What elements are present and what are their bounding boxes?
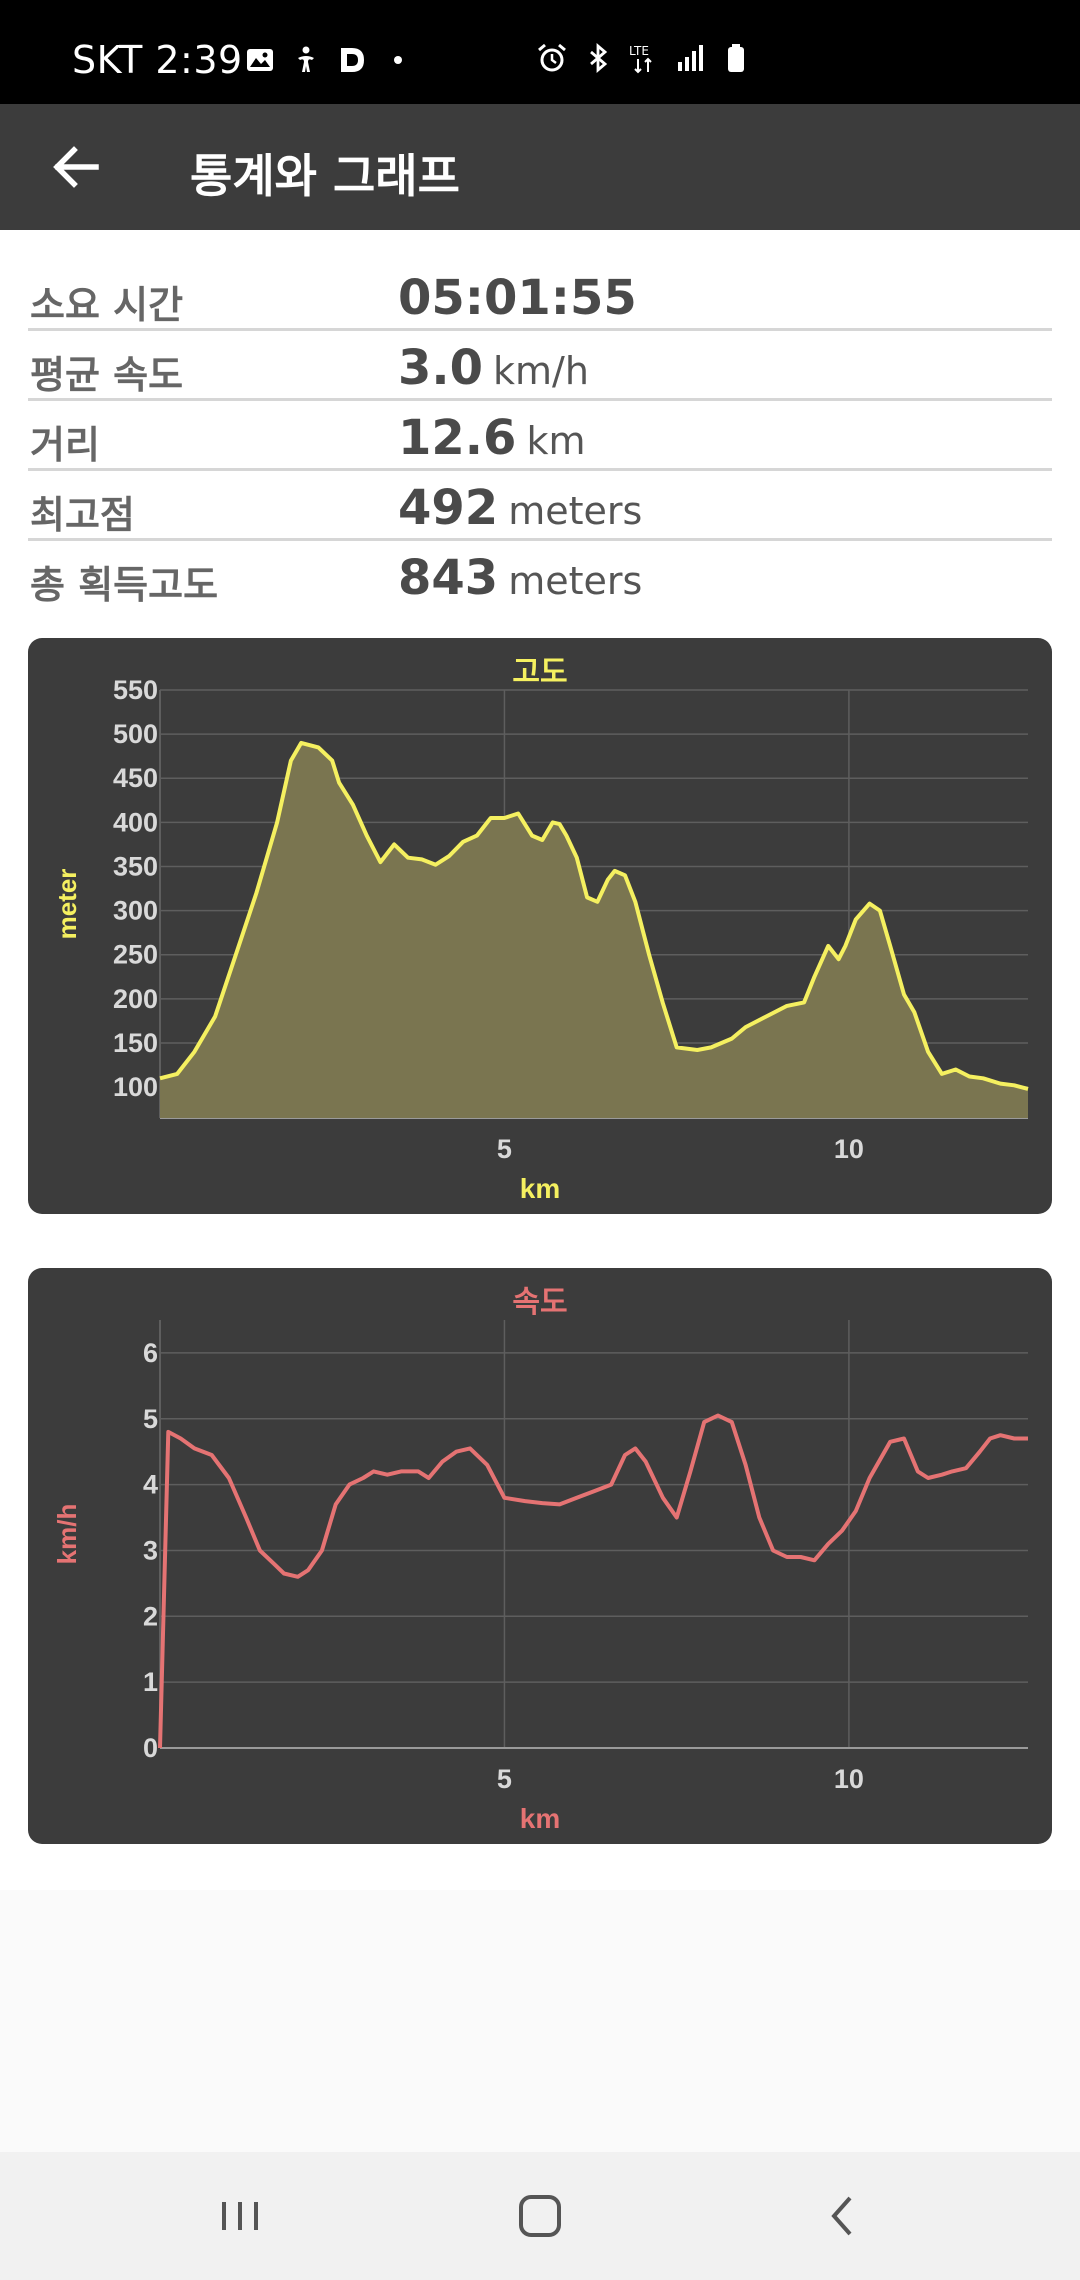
y-tick-label: 550: [113, 675, 158, 705]
stat-row-distance: 거리 12.6 km: [28, 398, 1052, 471]
elevation-chart-card: 100 150 200 250 300 350 400 450 500 550 5 10 고도 km met…: [28, 638, 1052, 1214]
y-tick-label: 6: [143, 1338, 158, 1368]
y-tick-label: 1: [143, 1667, 158, 1697]
y-tick-label: 350: [113, 851, 158, 881]
dot-icon: [382, 44, 414, 76]
chart-title: 속도: [512, 1285, 567, 1320]
arrow-left-icon: [53, 146, 99, 188]
series-line: [158, 1413, 1028, 1749]
stat-unit: meters: [508, 489, 643, 533]
recent-apps-button[interactable]: [212, 2188, 268, 2244]
home-button[interactable]: [512, 2188, 568, 2244]
speed-chart-card: 0 1 2 3 4 5 6 5 10 속도 km km/h: [28, 1268, 1052, 1844]
bluetooth-icon: [582, 42, 614, 74]
status-time: SKT 2:39: [72, 38, 243, 82]
back-nav-icon: [831, 2196, 852, 2236]
lte-icon: LTE: [628, 42, 660, 74]
stat-unit: km/h: [493, 349, 589, 393]
signal-icon: [674, 42, 706, 74]
y-axis-label: meter: [52, 869, 82, 940]
stat-row-avg-speed: 평균 속도 3.0 km/h: [28, 328, 1052, 401]
navigation-bar: [0, 2152, 1080, 2280]
y-tick-label: 400: [113, 807, 158, 837]
gallery-icon: [244, 44, 276, 76]
stat-label: 거리: [30, 423, 100, 467]
d-app-icon: [336, 44, 368, 76]
svg-text:LTE: LTE: [629, 44, 649, 58]
stat-number: 12.6: [398, 410, 517, 466]
y-tick-label: 300: [113, 896, 158, 926]
stat-row-max-elevation: 최고점 492 meters: [28, 468, 1052, 541]
y-tick-label: 2: [143, 1601, 158, 1631]
stats-content: 소요 시간 05:01:55 평균 속도 3.0 km/h 거리 12.6 km 최…: [0, 230, 1080, 1890]
y-tick-label: 450: [113, 763, 158, 793]
y-tick-label: 500: [113, 719, 158, 749]
x-axis-label: km: [520, 1803, 560, 1834]
stat-label: 총 획득고도: [30, 563, 219, 607]
stat-label: 최고점: [30, 493, 135, 537]
home-icon: [519, 2195, 561, 2237]
series-line: [159, 740, 1029, 1091]
stat-number: 3.0: [398, 340, 484, 396]
app-bar: 통계와 그래프: [0, 104, 1080, 230]
stat-value: 843 meters: [398, 550, 642, 606]
y-axis-label: km/h: [52, 1504, 82, 1565]
series-area: [160, 742, 1028, 1118]
alarm-icon: [536, 42, 568, 74]
chart-title: 고도: [512, 655, 567, 690]
stat-label: 소요 시간: [30, 283, 184, 327]
y-tick-label: 0: [143, 1733, 158, 1763]
y-tick-label: 3: [143, 1535, 158, 1565]
x-tick-label: 5: [497, 1134, 512, 1164]
status-bar: SKT 2:39 LTE: [0, 0, 1080, 104]
stat-value: 05:01:55: [398, 270, 637, 326]
y-tick-label: 200: [113, 984, 158, 1014]
x-tick-label: 10: [834, 1134, 864, 1164]
back-button[interactable]: [44, 134, 110, 200]
speed-chart: 0 1 2 3 4 5 6 5 10 속도 km km/h: [52, 1285, 1028, 1834]
stat-row-duration: 소요 시간 05:01:55: [28, 258, 1052, 331]
stat-value: 492 meters: [398, 480, 642, 536]
recent-apps-icon: [222, 2202, 258, 2230]
x-tick-label: 5: [497, 1764, 512, 1794]
x-tick-label: 10: [834, 1764, 864, 1794]
stat-label: 평균 속도: [30, 353, 184, 397]
stat-number: 492: [398, 480, 499, 536]
y-tick-label: 250: [113, 940, 158, 970]
elevation-chart: 100 150 200 250 300 350 400 450 500 550 5 10 고도 km met…: [52, 655, 1029, 1204]
y-tick-label: 4: [143, 1470, 158, 1500]
stat-number: 05:01:55: [398, 270, 637, 326]
battery-icon: [720, 42, 752, 74]
stat-number: 843: [398, 550, 499, 606]
y-tick-label: 150: [113, 1028, 158, 1058]
page-title: 통계와 그래프: [190, 149, 460, 203]
stat-value: 12.6 km: [398, 410, 585, 466]
y-tick-label: 100: [113, 1072, 158, 1102]
accessibility-icon: [290, 44, 322, 76]
stat-unit: meters: [508, 559, 643, 603]
stat-value: 3.0 km/h: [398, 340, 589, 396]
x-axis-label: km: [520, 1173, 560, 1204]
back-nav-button[interactable]: [814, 2188, 870, 2244]
stat-row-total-ascent: 총 획득고도 843 meters: [28, 538, 1052, 608]
y-tick-label: 5: [143, 1404, 158, 1434]
stat-unit: km: [526, 419, 586, 463]
